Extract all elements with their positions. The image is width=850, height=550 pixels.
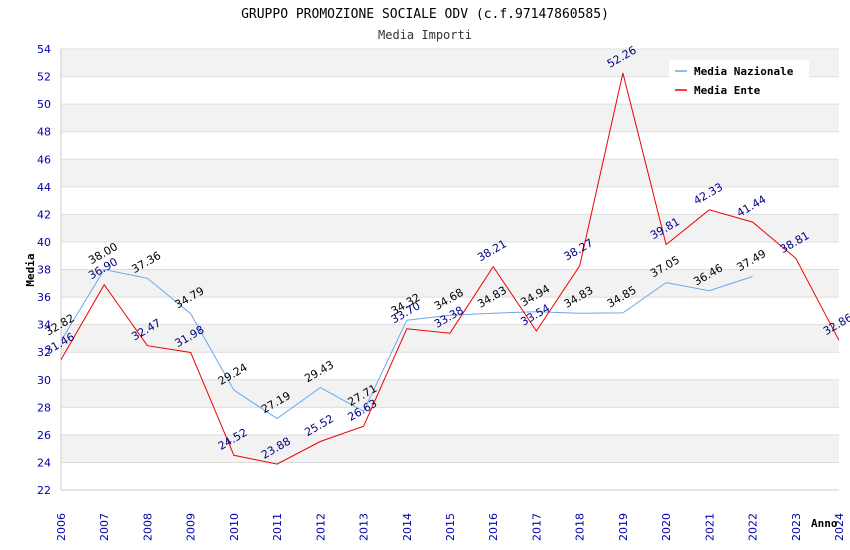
legend-label: Media Ente	[694, 84, 761, 97]
x-tick-label: 2008	[141, 513, 154, 541]
y-tick-label: 52	[37, 71, 51, 84]
axes	[60, 49, 839, 491]
y-axis-ticks: 22 24 26 28 30 32 34 36 38 40 42 44 46 48 50 52 54	[37, 43, 51, 497]
x-tick-label: 2016	[487, 513, 500, 541]
x-tick-label: 2006	[55, 513, 68, 541]
y-tick-label: 34	[37, 319, 51, 332]
series-lines	[60, 72, 840, 465]
y-tick-label: 32	[37, 346, 51, 359]
y-tick-label: 28	[37, 401, 51, 414]
x-axis-label: Anno	[811, 517, 838, 530]
x-tick-label: 2023	[790, 513, 803, 541]
x-tick-label: 2007	[98, 513, 111, 541]
grid-band	[61, 159, 839, 187]
y-tick-label: 42	[37, 208, 51, 221]
legend-box	[669, 60, 809, 101]
y-tick-label: 54	[37, 43, 51, 56]
x-tick-label: 2024	[833, 513, 846, 541]
y-tick-label: 44	[37, 181, 51, 194]
x-tick-label: 2014	[401, 513, 414, 541]
y-tick-label: 30	[37, 374, 51, 387]
x-tick-label: 2013	[358, 513, 371, 541]
grid-band	[61, 269, 839, 298]
legend-label: Media Nazionale	[694, 65, 794, 78]
y-tick-label: 48	[37, 126, 51, 139]
chart-subtitle: Media Importi	[378, 28, 472, 42]
y-tick-label: 22	[37, 484, 51, 497]
grid-band	[61, 324, 839, 353]
grid-band	[61, 434, 839, 463]
x-tick-label: 2012	[314, 513, 327, 541]
x-tick-label: 2017	[530, 513, 543, 541]
x-tick-label: 2011	[271, 513, 284, 541]
x-tick-label: 2015	[444, 513, 457, 541]
x-tick-label: 2018	[574, 513, 587, 541]
y-tick-label: 40	[37, 236, 51, 249]
x-tick-label: 2021	[703, 513, 716, 541]
y-tick-label: 50	[37, 98, 51, 111]
y-tick-label: 36	[37, 291, 51, 304]
x-tick-label: 2009	[185, 513, 198, 541]
y-tick-label: 26	[37, 429, 51, 442]
x-tick-label: 2010	[228, 513, 241, 541]
x-tick-label: 2022	[747, 513, 760, 541]
series-line-media-nazionale	[60, 268, 753, 420]
y-tick-label: 38	[37, 264, 51, 277]
x-tick-label: 2020	[660, 513, 673, 541]
x-tick-label: 2019	[617, 513, 630, 541]
y-axis-label: Media	[24, 253, 37, 286]
grid-band	[61, 379, 839, 408]
grid-band	[61, 214, 839, 242]
x-axis-ticks: 2006 2007 2008 2009 2010 2011 2012 2013 2014 2015…	[55, 513, 846, 541]
y-tick-label: 46	[37, 153, 51, 166]
series-line-media-ente	[60, 72, 840, 465]
legend: Media Nazionale Media Ente	[669, 60, 809, 101]
y-tick-label: 24	[37, 456, 51, 469]
grid	[61, 48, 839, 491]
chart-title: GRUPPO PROMOZIONE SOCIALE ODV (c.f.97147…	[241, 7, 609, 22]
grid-band	[61, 104, 839, 132]
